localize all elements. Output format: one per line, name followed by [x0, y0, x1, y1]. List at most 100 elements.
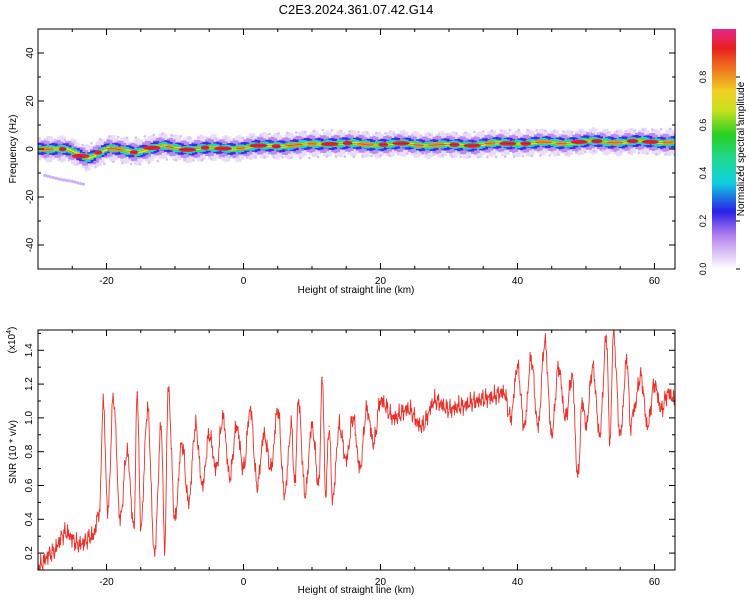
spectrogram-faint-dot [459, 155, 462, 159]
spectrogram-faint-dot [557, 153, 560, 156]
snr-y-scale-label: (x104) [6, 327, 18, 354]
spectrogram-faint-dot [668, 127, 672, 131]
spectrogram-faint-dot [40, 155, 44, 159]
spectrogram-faint-dot [503, 155, 507, 159]
spectrogram-x-tick-label: 0 [241, 276, 247, 287]
spectrogram-faint-dot [227, 155, 231, 159]
spectrogram-faint-dot [660, 127, 663, 131]
snr-frame [37, 329, 676, 571]
colorbar-tick-label: 0.4 [698, 167, 708, 180]
spectrogram-faint-dot [361, 155, 364, 158]
snr-data-point [112, 397, 114, 399]
spectrogram-faint-dot [170, 133, 173, 137]
spectrogram-faint-dot [183, 158, 186, 162]
spectrogram-faint-dot [642, 128, 645, 132]
snr-data-point [619, 434, 621, 436]
spectrogram-faint-dot [606, 131, 610, 134]
spectrogram-faint-dot [366, 131, 369, 134]
snr-ticks: -20 0 20 40 60 0.2 0.4 0.6 0.8 1.0 1.2 1.4 [24, 330, 675, 588]
spectrogram-cell [101, 149, 105, 153]
spectrogram-faint-dot [588, 131, 592, 135]
snr-x-tick-label: 60 [649, 577, 661, 588]
spectrogram-cell [103, 148, 108, 152]
spectrogram-secondary-dot [62, 178, 66, 182]
snr-data-point [208, 434, 210, 436]
snr-series-line [38, 330, 675, 570]
spectrogram-faint-dot [494, 155, 498, 159]
snr-data-point [174, 518, 176, 520]
spectrogram-faint-dot [321, 128, 325, 132]
spectrogram-secondary-dot [70, 179, 74, 183]
spectrogram-faint-dot [54, 138, 58, 142]
spectrogram-cell [122, 149, 127, 152]
spectrogram-faint-dot [405, 152, 409, 155]
spectrogram-cell [136, 150, 140, 154]
spectrogram-y-tick-label: -20 [25, 189, 36, 204]
snr-x-axis-label: Height of straight line (km) [298, 585, 415, 596]
snr-data-point [51, 552, 53, 554]
spectrogram-cell [68, 148, 72, 152]
snr-data-point [653, 383, 656, 385]
snr-data-point [585, 425, 587, 427]
spectrogram-faint-dot [259, 134, 262, 137]
spectrogram-faint-dot [437, 133, 440, 136]
spectrogram-faint-dot [579, 130, 583, 134]
snr-x-tick-label: -20 [99, 577, 114, 588]
spectrogram-faint-dot [544, 129, 547, 133]
spectrogram-faint-dot [535, 129, 538, 132]
snr-data-point [160, 425, 162, 427]
spectrogram-secondary-dot [54, 176, 58, 180]
spectrogram-y-tick-label: 0 [25, 146, 36, 152]
spectrogram-faint-dot [294, 131, 298, 134]
spectrogram-faint-dot [553, 129, 556, 133]
spectrogram-faint-dot [223, 138, 227, 141]
snr-data-point [633, 408, 635, 411]
spectrogram-faint-dot [196, 136, 200, 140]
snr-data-point [290, 425, 293, 427]
spectrogram-faint-dot [481, 130, 485, 133]
spectrogram-cell [243, 146, 247, 150]
spectrogram-secondary-dot [76, 181, 80, 185]
spectrogram-faint-dot [370, 154, 373, 158]
spectrogram-secondary-dot [81, 182, 85, 186]
snr-scale-exponent: 4 [6, 330, 13, 334]
snr-data-point [434, 400, 436, 402]
spectrogram-faint-dot [423, 152, 427, 155]
snr-data-point [373, 442, 375, 444]
spectrogram-faint-dot [192, 159, 195, 162]
spectrogram-faint-dot [633, 129, 636, 132]
snr-data-point [345, 459, 347, 461]
spectrogram-faint-dot [548, 153, 551, 157]
colorbar-ticks: 0.0 0.2 0.4 0.6 0.8 [698, 71, 740, 275]
spectrogram-faint-dot [303, 130, 307, 134]
spectrogram-faint-dot [655, 152, 658, 156]
spectrogram-faint-dot [250, 135, 254, 139]
snr-data-point [133, 527, 135, 529]
spectrogram-y-tick-label: 40 [25, 47, 36, 59]
snr-data-point [489, 397, 491, 399]
spectrogram-faint-dot [277, 132, 280, 135]
snr-data-point [270, 467, 272, 470]
spectrogram-faint-dot [490, 129, 494, 133]
spectrogram-plot-area [38, 127, 675, 186]
snr-data-point [605, 336, 608, 338]
snr-y-tick-label: 0.4 [24, 512, 35, 526]
spectrogram-faint-dot [218, 156, 222, 160]
snr-data-point [626, 358, 628, 360]
spectrogram-faint-dot [455, 132, 458, 135]
spectrogram-faint-dot [601, 148, 605, 152]
spectrogram-faint-dot [138, 162, 142, 166]
spectrogram-secondary-dot [65, 178, 69, 183]
spectrogram-faint-dot [120, 161, 124, 165]
snr-data-point [126, 451, 128, 453]
snr-data-point [523, 425, 525, 427]
spectrogram-faint-dot [446, 133, 449, 136]
snr-y-tick-label: 0.2 [24, 546, 35, 560]
spectrogram-faint-dot [134, 136, 138, 140]
spectrogram-faint-dot [81, 143, 84, 147]
spectrogram-faint-dot [521, 154, 525, 158]
spectrogram-faint-dot [477, 155, 480, 159]
snr-data-point [188, 501, 190, 503]
spectrogram-faint-dot [664, 153, 667, 156]
spectrogram-faint-dot [156, 159, 160, 163]
